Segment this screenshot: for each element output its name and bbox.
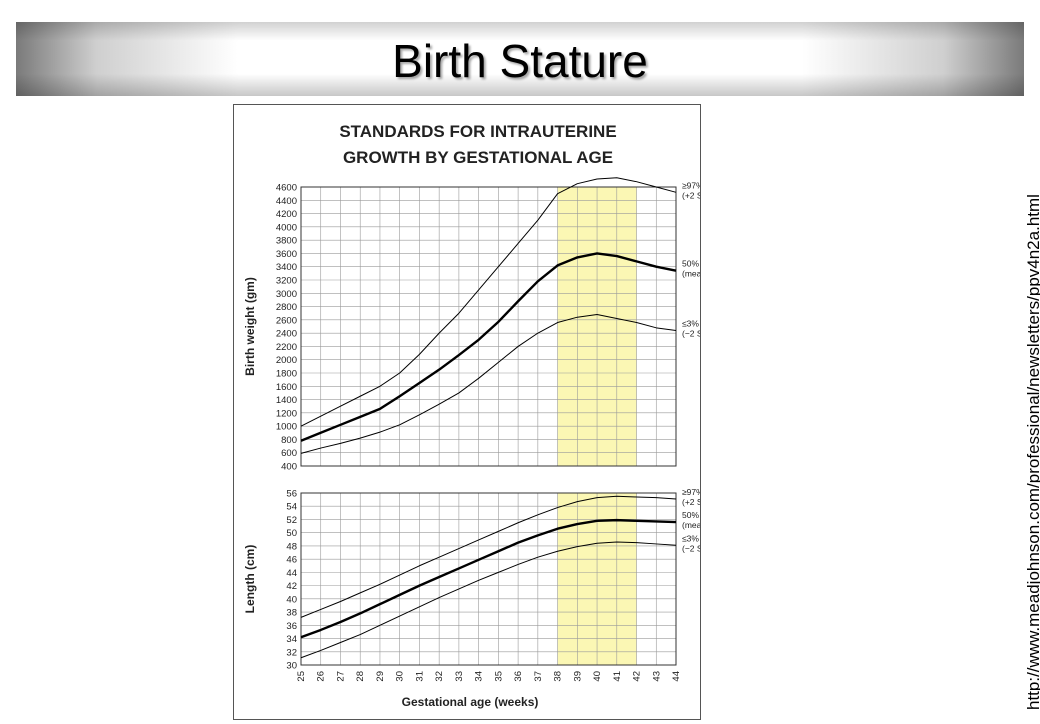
- weight-y-tick-label: 1800: [276, 369, 297, 380]
- length-x-tick-label: 33: [454, 671, 465, 682]
- weight-series-sub: (−2 SD): [682, 328, 700, 338]
- length-x-tick-label: 38: [553, 671, 564, 682]
- weight-series-sub: (+2 SD): [682, 190, 700, 200]
- length-x-tick-label: 34: [474, 671, 485, 682]
- weight-series-line: [300, 252, 677, 442]
- length-y-tick-label: 50: [286, 528, 297, 539]
- length-y-tick-label: 30: [286, 661, 297, 672]
- growth-chart-panel: STANDARDS FOR INTRAUTERINE GROWTH BY GES…: [233, 104, 712, 720]
- weight-y-tick-label: 2400: [276, 329, 297, 340]
- length-plot-frame: [300, 492, 677, 666]
- source-url: http://www.meadjohnson.com/professional/…: [1024, 194, 1040, 710]
- growth-chart: STANDARDS FOR INTRAUTERINE GROWTH BY GES…: [243, 122, 712, 709]
- slide-title: Birth Stature: [392, 35, 648, 87]
- weight-y-tick-label: 2200: [276, 342, 297, 353]
- title-banner: [16, 22, 1024, 96]
- length-series-name: ≥97%: [682, 487, 700, 497]
- length-x-tick-label: 37: [533, 671, 544, 682]
- length-x-tick-label: 44: [671, 671, 682, 682]
- chart-title-line-2: GROWTH BY GESTATIONAL AGE: [343, 148, 613, 167]
- length-series-sub: (+2 SD): [682, 497, 700, 507]
- length-x-tick-label: 26: [316, 671, 327, 682]
- length-y-axis-label: Length (cm): [243, 545, 257, 614]
- weight-series-name: 50%: [682, 259, 699, 269]
- weight-y-tick-label: 4000: [276, 222, 297, 233]
- length-y-tick-label: 54: [286, 502, 297, 513]
- length-y-tick-label: 46: [286, 555, 297, 566]
- length-y-tick-label: 40: [286, 594, 297, 605]
- weight-y-tick-label: 4200: [276, 209, 297, 220]
- weight-series-sub: (mean): [682, 269, 700, 279]
- length-y-tick-label: 48: [286, 541, 297, 552]
- length-series-line: [300, 518, 677, 639]
- length-x-tick-label: 42: [632, 671, 643, 682]
- length-y-tick-label: 38: [286, 608, 297, 619]
- length-x-tick-label: 32: [434, 671, 445, 682]
- length-x-tick-label: 31: [414, 671, 425, 682]
- weight-y-tick-label: 600: [281, 448, 297, 459]
- weight-y-tick-label: 2000: [276, 355, 297, 366]
- length-series-sub: (−2 SD): [682, 543, 700, 553]
- length-series-name: ≤3%: [682, 533, 699, 543]
- length-y-tick-label: 42: [286, 581, 297, 592]
- length-y-tick-label: 44: [286, 568, 297, 579]
- weight-series-name: ≥97%: [682, 180, 700, 190]
- chart-title-line-1: STANDARDS FOR INTRAUTERINE: [339, 122, 616, 141]
- length-x-tick-label: 40: [592, 671, 603, 682]
- length-series-sub: (mean): [682, 520, 700, 530]
- length-y-tick-label: 56: [286, 489, 297, 500]
- length-x-tick-label: 41: [612, 671, 623, 682]
- weight-y-tick-label: 3000: [276, 289, 297, 300]
- weight-y-tick-label: 1000: [276, 422, 297, 433]
- length-y-tick-label: 32: [286, 647, 297, 658]
- weight-y-tick-label: 1200: [276, 408, 297, 419]
- length-series-line: [300, 495, 677, 618]
- weight-plot: 400 600 800 1000 1200 1400 1600 1800 2000 2200 240…: [243, 177, 712, 473]
- weight-y-tick-label: 1600: [276, 382, 297, 393]
- weight-y-tick-label: 3800: [276, 236, 297, 247]
- weight-series-line: [300, 177, 677, 427]
- weight-y-tick-label: 400: [281, 462, 297, 473]
- length-y-tick-label: 36: [286, 621, 297, 632]
- weight-y-tick-label: 3400: [276, 262, 297, 273]
- weight-plot-frame: [300, 186, 677, 467]
- weight-y-axis-label: Birth weight (gm): [243, 277, 257, 376]
- weight-series-line: [300, 314, 677, 454]
- weight-y-tick-label: 1400: [276, 395, 297, 406]
- length-series-line: [300, 541, 677, 659]
- weight-y-tick-label: 3200: [276, 276, 297, 287]
- length-x-tick-label: 25: [296, 671, 307, 682]
- length-y-tick-label: 34: [286, 634, 297, 645]
- length-x-tick-label: 36: [513, 671, 524, 682]
- weight-y-tick-label: 3600: [276, 249, 297, 260]
- weight-y-tick-label: 2600: [276, 315, 297, 326]
- weight-y-tick-label: 4400: [276, 196, 297, 207]
- length-x-tick-label: 30: [395, 671, 406, 682]
- length-y-tick-label: 52: [286, 515, 297, 526]
- weight-y-tick-label: 2800: [276, 302, 297, 313]
- weight-series-name: ≤3%: [682, 318, 699, 328]
- length-series-name: 50%: [682, 510, 699, 520]
- x-axis-title: Gestational age (weeks): [402, 695, 539, 709]
- length-x-tick-label: 35: [493, 671, 504, 682]
- weight-y-tick-label: 4600: [276, 183, 297, 194]
- length-x-tick-label: 28: [355, 671, 366, 682]
- length-plot: 30 32 34 36 38 40 42 44 46 48 50 52 54 56 Length (cm) ≥…: [243, 487, 712, 682]
- length-x-tick-label: 29: [375, 671, 386, 682]
- length-x-tick-label: 27: [335, 671, 346, 682]
- weight-y-tick-label: 800: [281, 435, 297, 446]
- length-x-tick-label: 43: [651, 671, 662, 682]
- length-x-tick-label: 39: [572, 671, 583, 682]
